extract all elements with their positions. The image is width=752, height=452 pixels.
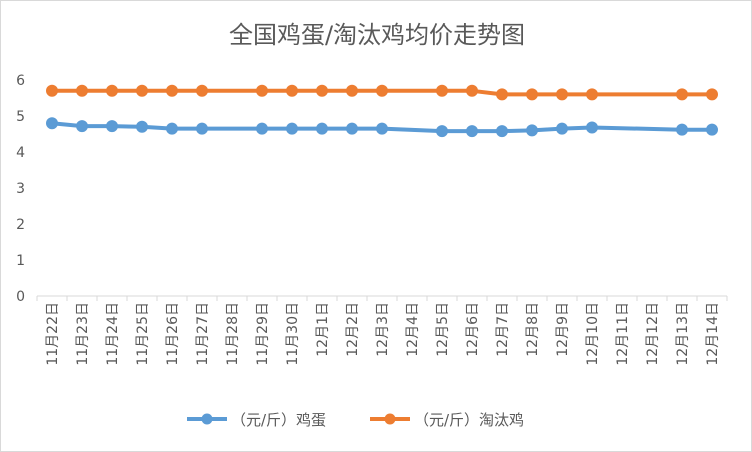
x-tick-label: 11月30日 — [285, 302, 301, 366]
data-point — [196, 122, 208, 135]
y-tick-label: 4 — [16, 145, 25, 161]
x-tick-label: 11月28日 — [225, 302, 241, 366]
y-tick-label: 0 — [16, 289, 25, 305]
x-tick-label: 12月6日 — [465, 302, 481, 357]
data-point — [676, 88, 688, 101]
x-tick-label: 12月9日 — [555, 302, 571, 357]
data-point — [106, 84, 118, 97]
data-point — [436, 84, 448, 97]
data-point — [286, 84, 298, 97]
x-tick-label: 12月7日 — [495, 302, 511, 357]
data-point — [166, 122, 178, 135]
x-tick-label: 12月5日 — [435, 302, 451, 357]
data-point — [286, 122, 298, 135]
data-point — [556, 122, 568, 135]
data-point — [496, 125, 508, 138]
data-point — [106, 120, 118, 133]
legend-marker — [201, 413, 213, 425]
y-tick-label: 6 — [16, 73, 25, 89]
y-tick-label: 2 — [16, 217, 25, 233]
x-tick-label: 11月22日 — [45, 302, 61, 366]
x-tick-label: 12月13日 — [675, 302, 691, 366]
data-point — [76, 120, 88, 133]
x-tick-label: 12月2日 — [345, 302, 361, 357]
data-point — [316, 122, 328, 135]
x-tick-label: 12月1日 — [315, 302, 331, 357]
x-tick-label: 11月25日 — [135, 302, 151, 366]
data-point — [136, 84, 148, 97]
x-tick-label: 12月11日 — [615, 302, 631, 366]
data-point — [436, 125, 448, 138]
x-tick-label: 12月4日 — [405, 302, 421, 357]
data-point — [46, 117, 58, 130]
data-point — [706, 123, 718, 136]
data-point — [526, 124, 538, 137]
data-point — [466, 125, 478, 138]
legend-marker — [384, 413, 396, 425]
x-tick-label: 12月8日 — [525, 302, 541, 357]
data-point — [166, 84, 178, 97]
data-point — [556, 88, 568, 101]
data-point — [346, 84, 358, 97]
data-point — [586, 121, 598, 134]
x-tick-label: 12月12日 — [645, 302, 661, 366]
x-tick-label: 11月26日 — [165, 302, 181, 366]
x-tick-label: 12月10日 — [585, 302, 601, 366]
data-point — [256, 122, 268, 135]
legend-label: （元/斤）淘汰鸡 — [414, 411, 524, 429]
y-tick-label: 3 — [16, 181, 25, 197]
data-point — [376, 84, 388, 97]
x-tick-label: 11月23日 — [75, 302, 91, 366]
data-point — [526, 88, 538, 101]
data-point — [76, 84, 88, 97]
x-tick-label: 11月24日 — [105, 302, 121, 366]
data-point — [676, 123, 688, 136]
x-tick-label: 11月29日 — [255, 302, 271, 366]
data-point — [376, 122, 388, 135]
y-tick-label: 1 — [16, 253, 25, 269]
data-point — [496, 88, 508, 101]
chart-title: 全国鸡蛋/淘汰鸡均价走势图 — [228, 21, 526, 49]
data-point — [586, 88, 598, 101]
x-tick-label: 11月27日 — [195, 302, 211, 366]
data-point — [346, 122, 358, 135]
data-point — [136, 120, 148, 133]
data-point — [316, 84, 328, 97]
x-tick-label: 12月14日 — [705, 302, 721, 366]
data-point — [706, 88, 718, 101]
x-tick-label: 12月3日 — [375, 302, 391, 357]
legend-label: （元/斤）鸡蛋 — [231, 411, 326, 429]
data-point — [466, 84, 478, 97]
y-tick-label: 5 — [16, 109, 25, 125]
data-point — [196, 84, 208, 97]
data-point — [46, 84, 58, 97]
data-point — [256, 84, 268, 97]
